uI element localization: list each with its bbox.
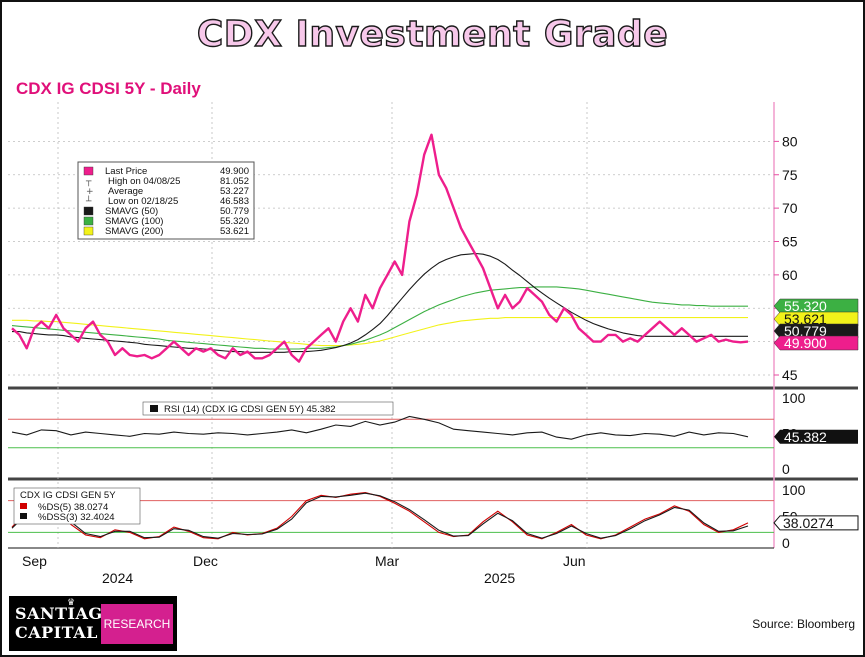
y-tick-label: 60 — [782, 267, 798, 283]
stoch-tick-label: 100 — [782, 482, 806, 498]
logo-text-line1: SANTIAGO — [15, 604, 117, 623]
stoch-d-line — [11, 492, 749, 539]
stoch-legend-swatch — [20, 503, 27, 509]
logo-text-line2: CAPITAL — [15, 623, 98, 642]
series-line-smavg-100- — [11, 286, 748, 350]
price-tag-bg — [773, 335, 859, 351]
logo: ♛ SANTIAGO CAPITAL RESEARCH — [9, 596, 177, 651]
legend-swatch — [83, 216, 94, 226]
source-note: Source: Bloomberg — [752, 617, 855, 631]
legend-swatch — [83, 226, 94, 236]
price-tag-label: 49.900 — [784, 335, 827, 351]
series-line-last-price — [11, 133, 749, 363]
crown-icon: ♛ — [67, 598, 76, 608]
price-tag-label: 50.779 — [784, 323, 827, 339]
rsi-tag-bg — [774, 429, 858, 444]
chart-subtitle: CDX IG CDSI 5Y - Daily — [16, 79, 201, 98]
page-title: CDX Investment Grade — [196, 13, 669, 55]
stoch-k-line — [11, 492, 749, 540]
x-tick-label: Sep — [22, 553, 47, 569]
chart-area: 4550556065707580 55.32053.62150.77949.90… — [8, 102, 859, 586]
x-year-label: 2024 — [102, 570, 133, 586]
stoch-tag-bg — [773, 515, 859, 531]
rsi-tag-label: 45.382 — [784, 429, 827, 445]
legend-marker: + — [86, 187, 94, 197]
legend-marker: ┬ — [85, 177, 92, 187]
legend-value: 53.621 — [220, 226, 249, 237]
price-tag-label: 55.320 — [784, 298, 827, 314]
legend-value: 50.779 — [220, 206, 249, 217]
stoch-tick-label: 0 — [782, 535, 790, 551]
legend-value: 53.227 — [220, 186, 249, 197]
stoch-legend-d: %DSS(3) 32.4024 — [38, 512, 115, 523]
legend-swatch — [83, 206, 94, 216]
price-tag: 53.621 — [773, 311, 859, 327]
legend-value: 46.583 — [220, 196, 249, 207]
chart-legend: Last Price 49.900 ┬ High on 04/08/25 81.052 +… — [77, 161, 255, 240]
price-panel — [8, 102, 774, 386]
rsi-legend-swatch — [150, 405, 158, 412]
price-tag: 50.779 — [773, 323, 859, 339]
rsi-tick-label: 0 — [782, 461, 790, 477]
stoch-legend-k: %DS(5) 38.0274 — [38, 502, 108, 513]
x-year-label: 2025 — [484, 570, 515, 586]
legend-label: Last Price — [105, 166, 147, 177]
stoch-legend-swatch — [20, 513, 27, 519]
legend-marker: ┴ — [85, 195, 92, 207]
price-tag: 55.320 — [773, 298, 859, 314]
logo-badge: RESEARCH — [101, 604, 173, 644]
x-tick-label: Dec — [193, 553, 218, 569]
legend-value: 55.320 — [220, 216, 249, 227]
legend-label: Average — [108, 186, 143, 197]
legend-label: Low on 02/18/25 — [108, 196, 178, 207]
rsi-tick-label: 100 — [782, 390, 806, 406]
legend-label: SMAVG (50) — [105, 206, 158, 217]
y-tick-label: 70 — [782, 200, 798, 216]
price-tag: 49.900 — [773, 335, 859, 351]
legend-label: SMAVG (100) — [105, 216, 163, 227]
price-tag-label: 53.621 — [784, 311, 827, 327]
series-line-smavg-50- — [12, 252, 748, 353]
legend-value: 81.052 — [220, 176, 249, 187]
y-tick-label: 75 — [782, 167, 798, 183]
x-tick-label: Jun — [563, 553, 586, 569]
x-tick-label: Mar — [375, 553, 399, 569]
rsi-legend-box — [142, 401, 394, 416]
y-tick-label: 80 — [782, 133, 798, 149]
legend-label: SMAVG (200) — [105, 226, 163, 237]
rsi-legend-label: RSI (14) (CDX IG CDSI GEN 5Y) 45.382 — [164, 404, 336, 415]
stoch-tag-label: 38.0274 — [783, 515, 834, 531]
y-tick-label: 65 — [782, 234, 798, 250]
legend-swatch — [83, 166, 94, 176]
stoch-legend-title: CDX IG CDSI GEN 5Y — [20, 490, 116, 501]
legend-label: High on 04/08/25 — [108, 176, 180, 187]
stoch-legend-box — [13, 487, 141, 525]
y-tick-label: 45 — [782, 367, 798, 383]
legend-value: 49.900 — [220, 166, 249, 177]
rsi-line — [11, 415, 749, 440]
series-line-smavg-200- — [12, 317, 748, 347]
price-tag-bg — [773, 298, 859, 314]
